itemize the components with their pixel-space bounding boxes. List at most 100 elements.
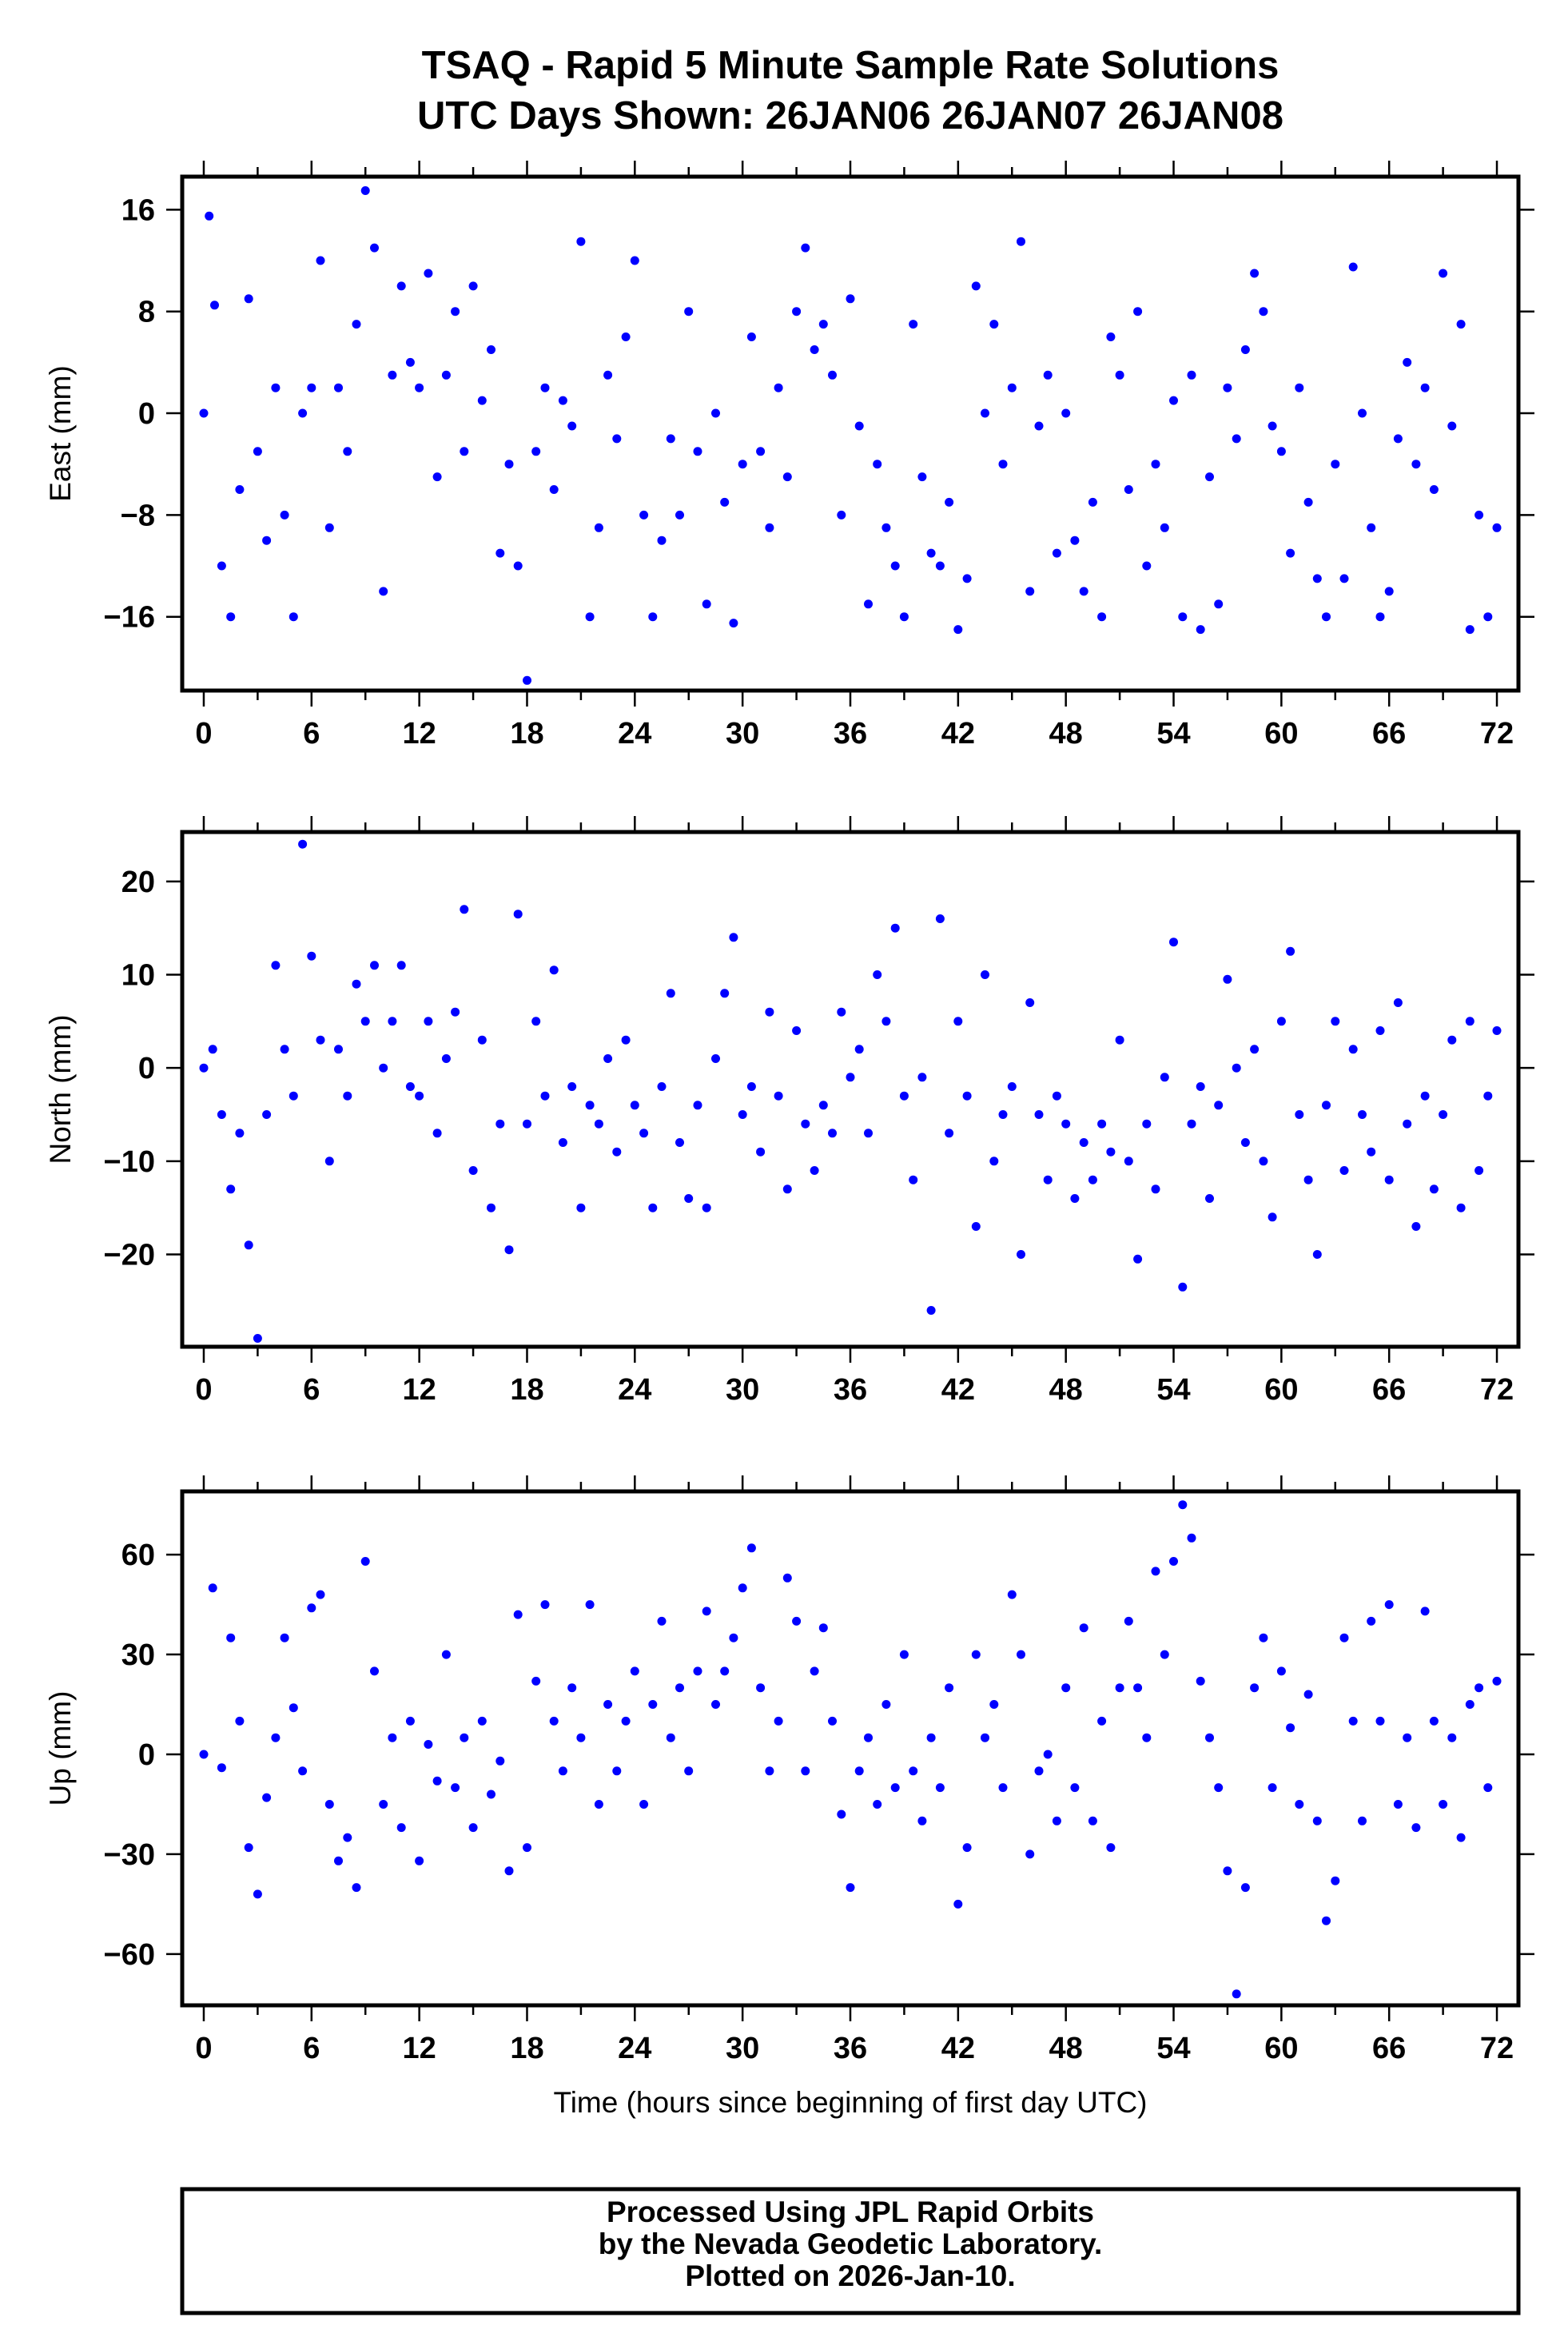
north-data-point: [1268, 1212, 1277, 1222]
north-data-point: [1106, 1147, 1116, 1157]
east-data-point: [244, 294, 253, 304]
footer-line-1: Processed Using JPL Rapid Orbits: [607, 2196, 1094, 2228]
north-data-point: [334, 1045, 343, 1054]
north-data-point: [1133, 1254, 1143, 1264]
east-data-point: [1070, 535, 1080, 545]
up-data-point: [998, 1783, 1008, 1793]
north-data-point: [558, 1138, 567, 1147]
east-data-point: [890, 561, 900, 571]
up-data-point: [1133, 1683, 1143, 1693]
x-tick-label: 72: [1480, 1373, 1514, 1407]
north-data-point: [792, 1026, 802, 1035]
north-data-point: [953, 1017, 963, 1026]
east-data-point: [810, 345, 819, 354]
north-data-point: [487, 1203, 495, 1212]
up-data-point: [1420, 1606, 1430, 1616]
north-data-point: [1070, 1194, 1080, 1203]
north-data-point: [711, 1054, 720, 1063]
north-data-point: [405, 1082, 415, 1091]
north-data-point: [1367, 1147, 1376, 1157]
up-data-point: [1043, 1750, 1053, 1759]
up-data-point: [504, 1866, 514, 1876]
north-data-point: [594, 1119, 603, 1129]
north-data-point: [738, 1110, 747, 1119]
east-data-point: [1331, 460, 1340, 469]
north-data-point: [576, 1203, 586, 1212]
up-data-point: [756, 1683, 766, 1693]
up-data-point: [1375, 1716, 1385, 1726]
north-data-point: [1232, 1063, 1241, 1073]
up-data-point: [1322, 1916, 1331, 1925]
north-data-point: [235, 1129, 245, 1138]
north-data-point: [1017, 1250, 1025, 1259]
north-data-point: [962, 1091, 972, 1101]
up-data-point: [909, 1766, 918, 1776]
north-data-point: [1276, 1017, 1286, 1026]
up-data-point: [199, 1750, 209, 1759]
up-data-point: [334, 1856, 343, 1865]
north-data-point: [981, 970, 989, 979]
y-tick-label: −30: [104, 1838, 155, 1872]
up-data-point: [1384, 1600, 1394, 1610]
north-data-point: [746, 1082, 756, 1091]
y-tick-label: −60: [104, 1938, 155, 1972]
east-data-point: [352, 320, 361, 329]
up-data-point: [1061, 1683, 1071, 1693]
east-data-point: [971, 281, 981, 291]
east-data-point: [594, 523, 603, 532]
up-data-point: [971, 1650, 981, 1659]
up-data-point: [926, 1733, 936, 1742]
up-data-point: [854, 1766, 864, 1776]
north-data-point: [1339, 1166, 1349, 1175]
x-tick-label: 36: [834, 2032, 867, 2065]
east-data-point: [307, 383, 316, 392]
east-data-point: [1187, 370, 1196, 380]
east-data-point: [504, 460, 514, 469]
north-data-point: [774, 1091, 783, 1101]
north-data-point: [765, 1007, 774, 1017]
up-data-point: [882, 1700, 891, 1709]
east-data-point: [1492, 523, 1502, 532]
up-data-point: [630, 1666, 639, 1676]
up-data-point: [271, 1733, 281, 1742]
north-data-point: [1286, 946, 1295, 956]
east-data-point: [1178, 612, 1188, 622]
east-data-point: [1474, 510, 1484, 520]
up-data-point: [810, 1666, 819, 1676]
north-data-point: [684, 1194, 694, 1203]
east-data-point: [280, 510, 289, 520]
y-tick-label: 30: [121, 1638, 155, 1672]
east-data-point: [585, 612, 595, 622]
north-data-point: [873, 970, 882, 979]
east-data-point: [953, 625, 963, 635]
east-data-point: [935, 561, 945, 571]
x-tick-label: 6: [303, 1373, 320, 1407]
up-data-point: [1474, 1683, 1484, 1693]
east-data-point: [1025, 587, 1035, 596]
up-data-point: [818, 1623, 828, 1633]
north-data-point: [926, 1306, 936, 1315]
east-data-point: [567, 421, 577, 431]
up-data-point: [962, 1843, 972, 1853]
x-tick-label: 42: [941, 1373, 975, 1407]
y-tick-label: 16: [121, 193, 155, 227]
north-data-point: [1034, 1110, 1044, 1119]
panel-north: 0 6 12 18 24 30 36 42 48 54 60 66 72 20 10 0 −10 −20 North…: [44, 816, 1534, 1407]
x-tick-label: 72: [1480, 717, 1514, 750]
north-data-point: [1214, 1101, 1224, 1110]
north-data-point: [639, 1129, 649, 1138]
north-data-point: [324, 1157, 334, 1166]
north-data-point: [1097, 1119, 1107, 1129]
up-data-point: [558, 1766, 567, 1776]
up-data-point: [1223, 1866, 1232, 1876]
north-data-point: [1403, 1119, 1412, 1129]
east-data-point: [477, 396, 487, 405]
x-tick-label: 60: [1264, 717, 1298, 750]
north-data-point: [441, 1054, 451, 1063]
east-data-point: [1403, 357, 1412, 367]
east-data-point: [846, 294, 855, 304]
up-data-point: [1106, 1843, 1116, 1853]
east-data-point: [460, 447, 469, 456]
up-data-point: [782, 1573, 792, 1583]
